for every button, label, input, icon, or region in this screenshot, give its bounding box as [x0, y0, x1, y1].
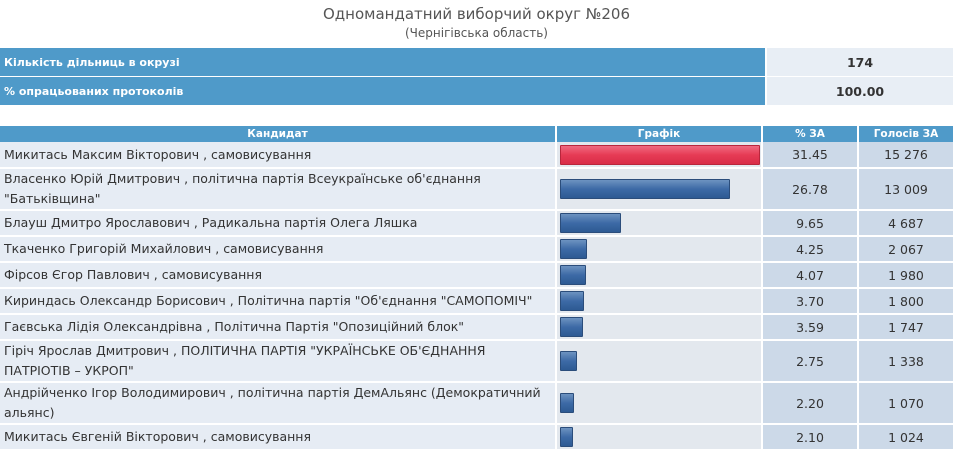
percent-value: 3.70 — [762, 288, 859, 315]
candidate-name: Блауш Дмитро Ярославович , Радикальна па… — [0, 210, 557, 237]
table-row: Микитась Максим Вікторович , самовисуван… — [0, 142, 953, 169]
candidate-name: Ткаченко Григорій Михайлович , самовисув… — [0, 236, 557, 263]
graph-cell — [556, 142, 763, 169]
table-row: Гіріч Ярослав Дмитрович , ПОЛІТИЧНА ПАРТ… — [0, 340, 953, 383]
votes-value: 15 276 — [858, 142, 953, 169]
column-header-candidate[interactable]: Кандидат — [0, 126, 557, 142]
summary-label: Кількість дільниць в окрузі — [0, 48, 767, 77]
candidate-name: Кириндась Олександр Борисович , Політичн… — [0, 288, 557, 315]
candidate-name: Гаєвська Лідія Олександрівна , Політична… — [0, 314, 557, 341]
column-header-pct[interactable]: % ЗА — [762, 126, 859, 142]
percent-value: 31.45 — [762, 142, 859, 169]
graph-cell — [556, 168, 763, 211]
votes-value: 1 070 — [858, 382, 953, 425]
graph-cell — [556, 262, 763, 289]
percent-value: 26.78 — [762, 168, 859, 211]
percent-value: 4.07 — [762, 262, 859, 289]
summary-value: 100.00 — [766, 76, 953, 106]
candidate-name: Микитась Максим Вікторович , самовисуван… — [0, 142, 557, 169]
result-bar — [560, 213, 621, 233]
candidate-name: Власенко Юрій Дмитрович , політична парт… — [0, 168, 557, 211]
percent-value: 3.59 — [762, 314, 859, 341]
candidate-name: Андрійченко Ігор Володимирович , політич… — [0, 382, 557, 425]
summary-value: 174 — [766, 48, 953, 77]
table-row: Ткаченко Григорій Михайлович , самовисув… — [0, 236, 953, 263]
candidate-name: Фірсов Єгор Павлович , самовисування — [0, 262, 557, 289]
summary-row: % опрацьованих протоколів 100.00 — [0, 76, 953, 106]
graph-cell — [556, 288, 763, 315]
graph-cell — [556, 382, 763, 425]
page-subtitle: (Чернігівська область) — [405, 26, 548, 40]
table-row: Кириндась Олександр Борисович , Політичн… — [0, 288, 953, 315]
percent-value: 2.75 — [762, 340, 859, 383]
table-row: Блауш Дмитро Ярославович , Радикальна па… — [0, 210, 953, 237]
result-bar — [560, 179, 730, 199]
percent-value: 2.20 — [762, 382, 859, 425]
column-header-votes[interactable]: Голосів ЗА — [858, 126, 953, 142]
results-table: Кандидат Графік % ЗА Голосів ЗА Микитась… — [0, 126, 953, 451]
votes-value: 1 024 — [858, 424, 953, 451]
result-bar — [560, 144, 760, 165]
summary-label: % опрацьованих протоколів — [0, 76, 767, 106]
graph-cell — [556, 424, 763, 451]
graph-cell — [556, 236, 763, 263]
votes-value: 13 009 — [858, 168, 953, 211]
results-header-row: Кандидат Графік % ЗА Голосів ЗА — [0, 126, 953, 142]
votes-value: 4 687 — [858, 210, 953, 237]
graph-cell — [556, 314, 763, 341]
result-bar — [560, 317, 583, 337]
column-header-graph[interactable]: Графік — [556, 126, 763, 142]
votes-value: 1 338 — [858, 340, 953, 383]
page-title: Одномандатний виборчий округ №206 — [322, 5, 631, 23]
result-bar — [560, 291, 584, 311]
votes-value: 1 980 — [858, 262, 953, 289]
table-row: Гаєвська Лідія Олександрівна , Політична… — [0, 314, 953, 341]
summary-row: Кількість дільниць в окрузі 174 — [0, 48, 953, 77]
table-row: Андрійченко Ігор Володимирович , політич… — [0, 382, 953, 425]
result-bar — [560, 427, 573, 447]
votes-value: 1 800 — [858, 288, 953, 315]
result-bar — [560, 351, 577, 371]
table-row: Микитась Євгеній Вікторович , самовисува… — [0, 424, 953, 451]
graph-cell — [556, 210, 763, 237]
graph-cell — [556, 340, 763, 383]
result-bar — [560, 265, 586, 285]
percent-value: 9.65 — [762, 210, 859, 237]
result-bar — [560, 393, 574, 413]
candidate-name: Гіріч Ярослав Дмитрович , ПОЛІТИЧНА ПАРТ… — [0, 340, 557, 383]
votes-value: 2 067 — [858, 236, 953, 263]
table-row: Власенко Юрій Дмитрович , політична парт… — [0, 168, 953, 211]
summary-table: Кількість дільниць в окрузі 174 % опраць… — [0, 48, 953, 106]
table-row: Фірсов Єгор Павлович , самовисування 4.07… — [0, 262, 953, 289]
page-header: Одномандатний виборчий округ №206 (Черні… — [0, 0, 953, 46]
candidate-name: Микитась Євгеній Вікторович , самовисува… — [0, 424, 557, 451]
percent-value: 2.10 — [762, 424, 859, 451]
percent-value: 4.25 — [762, 236, 859, 263]
votes-value: 1 747 — [858, 314, 953, 341]
result-bar — [560, 239, 587, 259]
